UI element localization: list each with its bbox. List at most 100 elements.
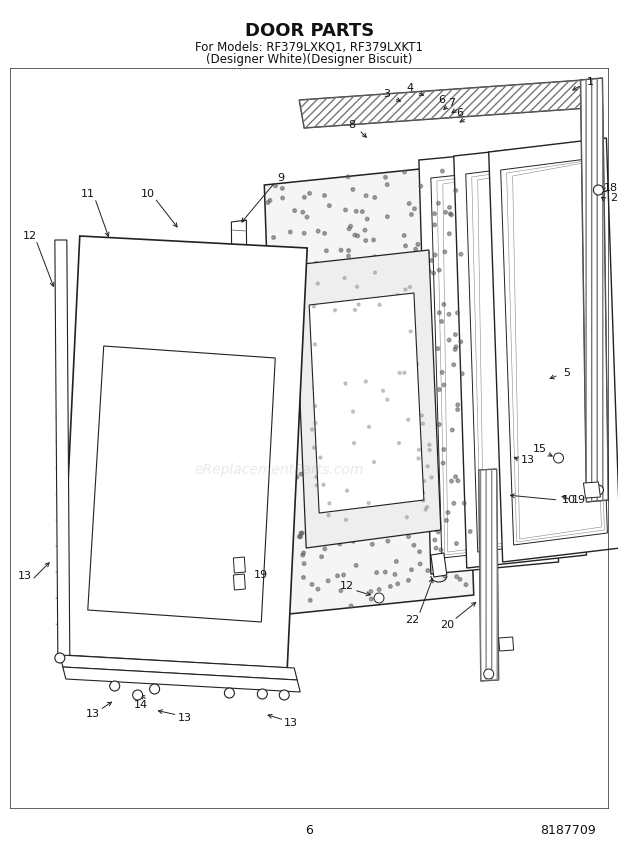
Circle shape xyxy=(314,422,317,425)
Circle shape xyxy=(299,532,303,535)
Circle shape xyxy=(404,323,408,326)
Circle shape xyxy=(428,443,431,446)
Circle shape xyxy=(344,382,347,385)
Circle shape xyxy=(315,494,318,497)
Circle shape xyxy=(272,255,275,259)
Circle shape xyxy=(268,199,272,202)
Circle shape xyxy=(370,331,374,335)
Circle shape xyxy=(375,473,378,475)
Circle shape xyxy=(302,551,306,555)
Circle shape xyxy=(464,583,467,586)
Circle shape xyxy=(433,212,436,216)
Circle shape xyxy=(327,514,330,517)
Circle shape xyxy=(436,347,440,350)
Circle shape xyxy=(340,490,343,493)
Circle shape xyxy=(370,597,373,601)
Circle shape xyxy=(409,330,412,333)
Circle shape xyxy=(352,539,355,543)
Circle shape xyxy=(387,329,390,332)
Circle shape xyxy=(391,282,394,285)
Circle shape xyxy=(339,413,343,418)
Circle shape xyxy=(316,282,319,285)
Circle shape xyxy=(278,445,282,449)
Circle shape xyxy=(396,582,399,586)
Circle shape xyxy=(329,476,333,479)
Circle shape xyxy=(303,322,307,325)
Circle shape xyxy=(454,333,457,336)
Circle shape xyxy=(373,292,377,295)
Circle shape xyxy=(299,318,303,322)
Circle shape xyxy=(405,515,409,519)
Circle shape xyxy=(267,289,271,293)
Circle shape xyxy=(403,372,406,374)
Circle shape xyxy=(426,251,429,255)
Circle shape xyxy=(341,356,345,360)
Polygon shape xyxy=(264,165,474,615)
Circle shape xyxy=(304,344,308,348)
Text: 6: 6 xyxy=(456,108,463,118)
Polygon shape xyxy=(309,293,424,513)
Circle shape xyxy=(412,544,416,547)
Circle shape xyxy=(360,502,363,505)
Circle shape xyxy=(321,403,324,407)
Circle shape xyxy=(316,229,320,233)
Circle shape xyxy=(417,449,420,451)
Circle shape xyxy=(309,598,312,602)
Circle shape xyxy=(415,479,419,482)
Circle shape xyxy=(281,356,285,360)
Circle shape xyxy=(404,268,407,271)
Circle shape xyxy=(450,213,453,217)
Circle shape xyxy=(302,575,305,580)
Circle shape xyxy=(308,192,311,195)
Circle shape xyxy=(430,259,433,262)
Circle shape xyxy=(347,227,351,230)
Circle shape xyxy=(316,587,320,591)
Circle shape xyxy=(335,386,339,389)
Circle shape xyxy=(372,238,375,241)
Circle shape xyxy=(448,232,451,235)
Circle shape xyxy=(404,288,407,291)
Text: 19: 19 xyxy=(254,570,268,580)
Polygon shape xyxy=(466,162,574,552)
Circle shape xyxy=(393,519,397,522)
Circle shape xyxy=(430,476,433,479)
Text: 6: 6 xyxy=(305,823,313,836)
Circle shape xyxy=(110,681,120,691)
Polygon shape xyxy=(489,138,620,562)
Circle shape xyxy=(277,359,280,362)
Circle shape xyxy=(367,366,371,369)
Circle shape xyxy=(455,575,458,579)
Circle shape xyxy=(323,282,327,285)
Circle shape xyxy=(437,269,441,272)
Circle shape xyxy=(448,212,452,216)
Circle shape xyxy=(365,380,367,383)
Circle shape xyxy=(398,521,402,525)
Circle shape xyxy=(310,583,314,586)
Circle shape xyxy=(272,249,275,253)
Circle shape xyxy=(332,502,335,504)
Circle shape xyxy=(357,372,360,375)
Circle shape xyxy=(425,506,428,509)
Circle shape xyxy=(428,449,431,451)
Circle shape xyxy=(332,487,336,491)
Text: 18: 18 xyxy=(604,183,618,193)
Circle shape xyxy=(354,330,357,333)
Circle shape xyxy=(278,297,281,300)
Circle shape xyxy=(353,442,356,444)
Circle shape xyxy=(453,348,457,351)
Circle shape xyxy=(428,462,432,466)
Circle shape xyxy=(358,334,362,337)
Circle shape xyxy=(288,230,292,234)
Circle shape xyxy=(396,500,399,502)
Circle shape xyxy=(319,446,322,449)
Circle shape xyxy=(257,689,267,699)
Circle shape xyxy=(390,282,394,286)
Circle shape xyxy=(270,301,274,305)
Circle shape xyxy=(461,372,464,376)
Circle shape xyxy=(312,305,316,308)
Circle shape xyxy=(401,490,404,493)
Text: 2: 2 xyxy=(610,193,617,203)
Circle shape xyxy=(422,499,425,502)
Circle shape xyxy=(382,307,386,311)
Circle shape xyxy=(459,253,463,256)
